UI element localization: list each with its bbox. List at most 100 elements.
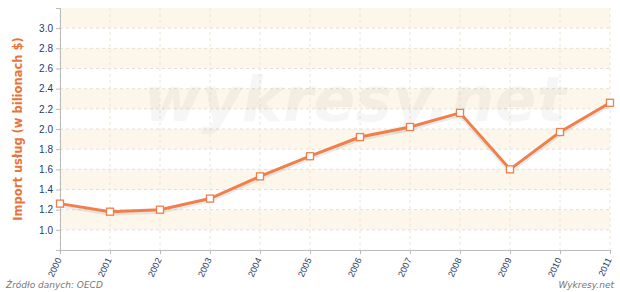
x-tick-label: 2003 xyxy=(196,256,214,278)
band xyxy=(60,169,610,189)
y-axis: 1.0 1.2 1.4 1.6 1.8 2.0 2.2 2.4 2.6 2.8 3.0 xyxy=(39,9,60,251)
marker xyxy=(157,206,164,213)
x-tick: 2007 xyxy=(396,250,414,279)
chart: wykresy.net 1.0 1.2 1.4 1.6 1.8 2.0 2.2 2.4 2.6 2.… xyxy=(0,0,620,292)
x-tick-label: 2011 xyxy=(596,256,613,278)
marker xyxy=(407,123,414,130)
y-tick-mark xyxy=(56,69,60,70)
x-tick-mark xyxy=(210,250,211,254)
x-tick-mark xyxy=(560,250,561,254)
y-tick-mark xyxy=(56,129,60,130)
x-tick: 2003 xyxy=(196,250,214,279)
grid-line xyxy=(60,189,610,190)
y-tick-label: 2.4 xyxy=(39,83,53,94)
y-tick: 1.6 xyxy=(39,164,60,175)
line-shadow xyxy=(60,105,610,214)
y-tick-label: 1.4 xyxy=(39,184,53,195)
grid-line-x xyxy=(610,8,611,250)
x-tick-mark xyxy=(610,250,611,254)
y-tick-label: 1.6 xyxy=(39,164,53,175)
grid xyxy=(60,8,610,250)
marker xyxy=(457,109,464,116)
x-tick-label: 2002 xyxy=(146,256,164,278)
x-tick-label: 2007 xyxy=(396,256,414,278)
x-tick: 2002 xyxy=(146,250,164,279)
marker xyxy=(607,99,614,106)
x-tick-label: 2001 xyxy=(96,256,114,278)
x-tick-label: 2009 xyxy=(496,256,514,278)
y-tick-label: 2.0 xyxy=(39,124,53,135)
y-tick-mark xyxy=(56,230,60,231)
x-tick: 2006 xyxy=(346,250,364,279)
grid-line xyxy=(60,169,610,170)
y-tick-label: 1.2 xyxy=(39,204,53,215)
data-layer xyxy=(57,99,614,215)
y-tick-mark xyxy=(56,28,60,29)
marker xyxy=(57,200,64,207)
x-tick-mark xyxy=(60,250,61,254)
x-tick-label: 2006 xyxy=(346,256,364,278)
y-tick: 2.0 xyxy=(39,124,60,135)
y-tick-mark xyxy=(56,190,60,191)
watermark: wykresy.net xyxy=(144,63,569,136)
y-tick: 2.6 xyxy=(39,63,60,74)
y-tick-label: 1.8 xyxy=(39,144,53,155)
y-tick-label: 1.0 xyxy=(39,225,53,236)
x-axis-line xyxy=(61,251,611,255)
y-tick: 2.8 xyxy=(39,43,60,54)
x-tick-mark xyxy=(110,250,111,254)
y-tick-label: 2.8 xyxy=(39,43,53,54)
x-tick-label: 2010 xyxy=(546,256,564,278)
y-tick-label: 2.2 xyxy=(39,104,53,115)
x-tick-mark xyxy=(510,250,511,254)
grid-line xyxy=(60,48,610,49)
y-tick-mark xyxy=(56,109,60,110)
y-tick-mark xyxy=(56,210,60,211)
x-tick: 2005 xyxy=(296,250,314,279)
x-tick-label: 2004 xyxy=(246,256,264,278)
x-tick: 2009 xyxy=(496,250,514,279)
marker xyxy=(257,173,264,180)
x-tick-label: 2005 xyxy=(296,256,314,278)
series-line xyxy=(60,103,610,212)
y-axis-title: Import usług (w bilionach $) xyxy=(11,37,25,220)
y-axis-line xyxy=(56,9,61,251)
marker xyxy=(507,166,514,173)
y-tick: 3.0 xyxy=(39,23,60,34)
x-tick-mark xyxy=(160,250,161,254)
marker xyxy=(357,134,364,141)
y-tick-mark xyxy=(56,169,60,170)
bands xyxy=(60,8,610,230)
source: Źródło danych: OECD xyxy=(5,279,103,290)
x-tick-label: 2008 xyxy=(446,256,464,278)
marker xyxy=(307,153,314,160)
x-tick: 2011 xyxy=(596,250,613,278)
y-tick-mark xyxy=(56,48,60,49)
x-tick-label: 2000 xyxy=(46,256,64,278)
x-tick-mark xyxy=(260,250,261,254)
x-tick-mark xyxy=(460,250,461,254)
x-tick: 2004 xyxy=(246,250,264,279)
x-tick: 2001 xyxy=(96,250,114,279)
y-tick-label: 2.6 xyxy=(39,63,53,74)
grid-line xyxy=(60,28,610,29)
y-tick-mark xyxy=(56,149,60,150)
x-tick: 2008 xyxy=(446,250,464,279)
marker xyxy=(557,129,564,136)
band xyxy=(60,8,610,28)
x-tick: 2000 xyxy=(46,250,64,279)
y-tick: 1.4 xyxy=(39,184,60,195)
x-tick-mark xyxy=(310,250,311,254)
credit: Wykresy.net xyxy=(558,280,614,290)
x-axis: 2000 2001 2002 2003 2004 2005 2006 2007 2008 2009… xyxy=(46,250,614,279)
y-tick: 1.0 xyxy=(39,225,60,236)
x-tick-mark xyxy=(360,250,361,254)
grid-line xyxy=(60,229,610,230)
plot-background xyxy=(60,8,610,250)
y-tick: 2.2 xyxy=(39,104,60,115)
y-tick-mark xyxy=(56,89,60,90)
y-tick: 2.4 xyxy=(39,83,60,94)
y-tick-label: 3.0 xyxy=(39,23,53,34)
marker xyxy=(107,208,114,215)
x-tick-mark xyxy=(410,250,411,254)
